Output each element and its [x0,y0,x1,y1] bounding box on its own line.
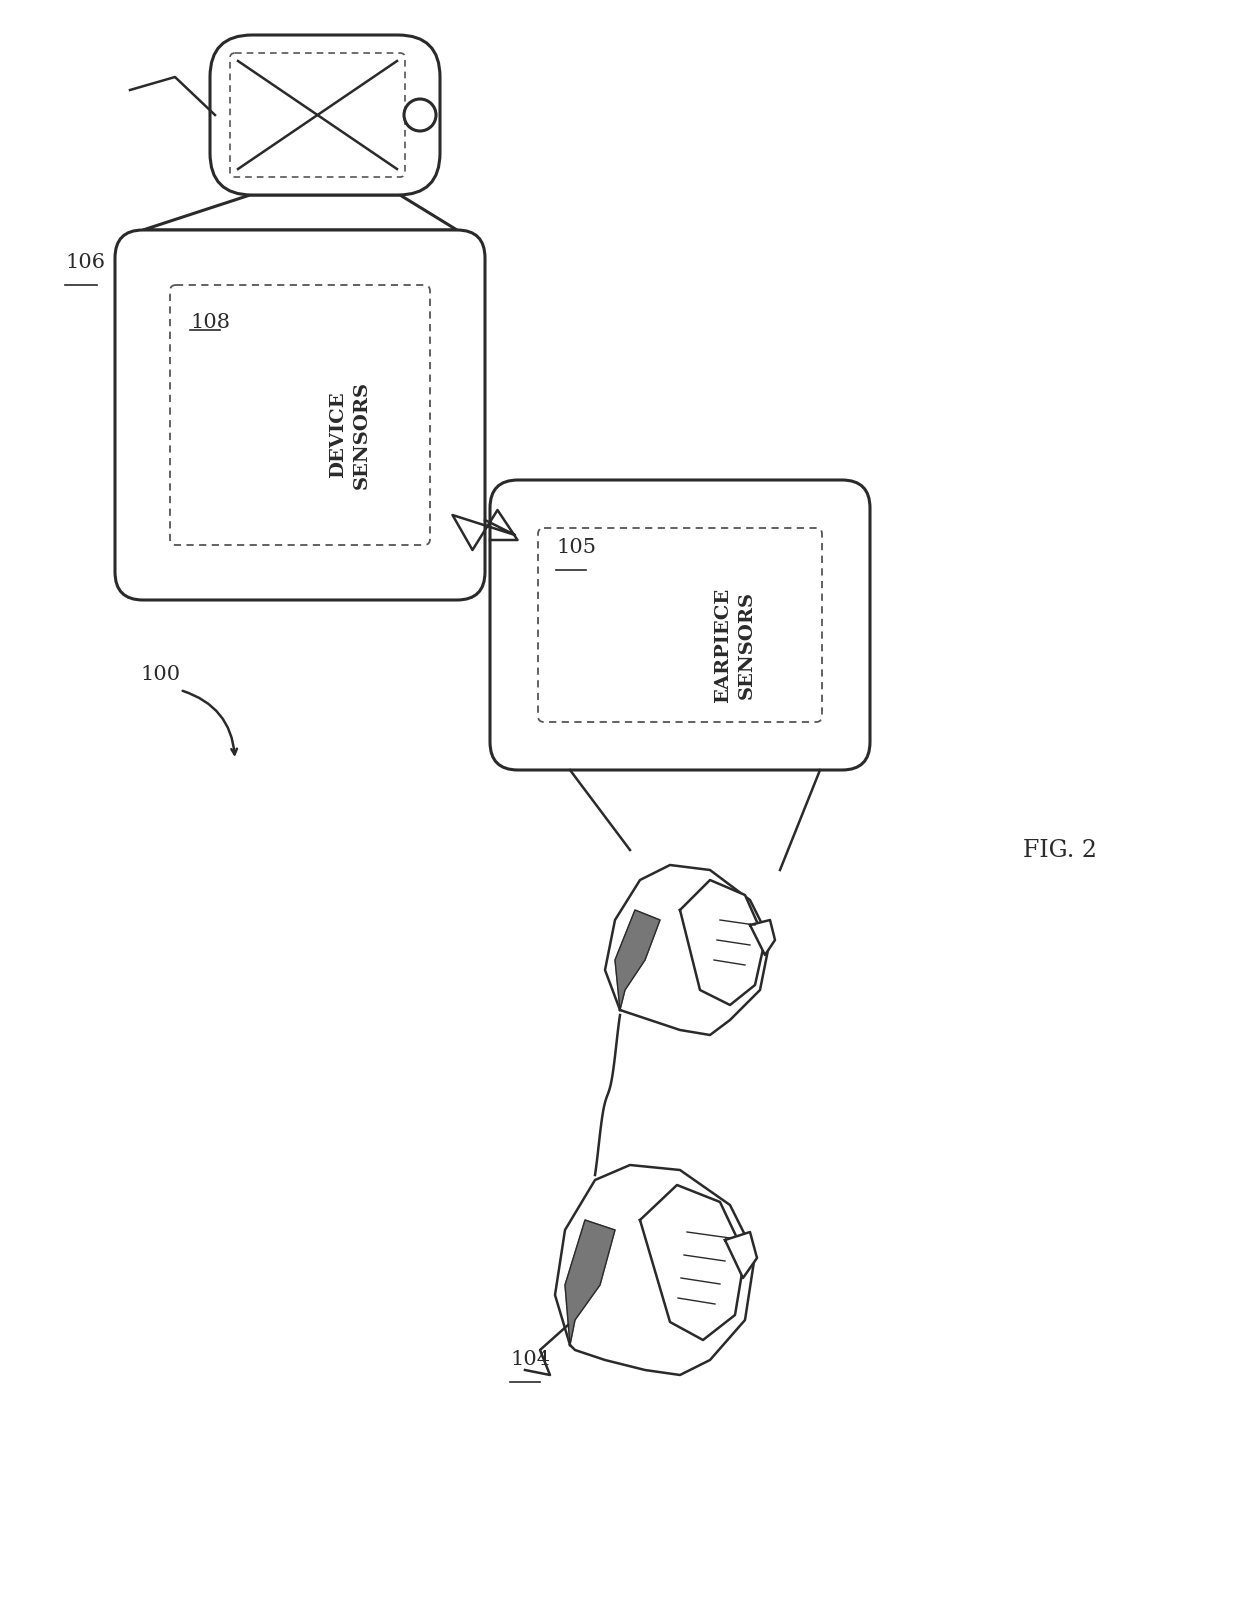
Polygon shape [750,920,775,955]
FancyBboxPatch shape [229,53,405,176]
Polygon shape [725,1232,756,1277]
Polygon shape [565,1221,615,1345]
Polygon shape [640,1185,745,1341]
Polygon shape [605,865,770,1035]
FancyBboxPatch shape [170,285,430,546]
Text: 100: 100 [140,665,180,683]
FancyBboxPatch shape [538,528,822,722]
Polygon shape [615,910,660,1010]
Text: 108: 108 [190,312,229,332]
Circle shape [404,99,436,131]
Text: DEVICE
SENSORS: DEVICE SENSORS [329,380,371,489]
Text: 104: 104 [510,1350,551,1370]
Text: 106: 106 [64,253,105,272]
Text: FIG. 2: FIG. 2 [1023,839,1097,861]
Polygon shape [556,1166,755,1375]
FancyBboxPatch shape [210,36,440,194]
Text: EARPIECE
SENSORS: EARPIECE SENSORS [714,588,756,703]
Polygon shape [143,194,458,230]
FancyBboxPatch shape [490,479,870,771]
Polygon shape [680,881,765,1005]
FancyBboxPatch shape [115,230,485,601]
Text: 105: 105 [556,538,596,557]
